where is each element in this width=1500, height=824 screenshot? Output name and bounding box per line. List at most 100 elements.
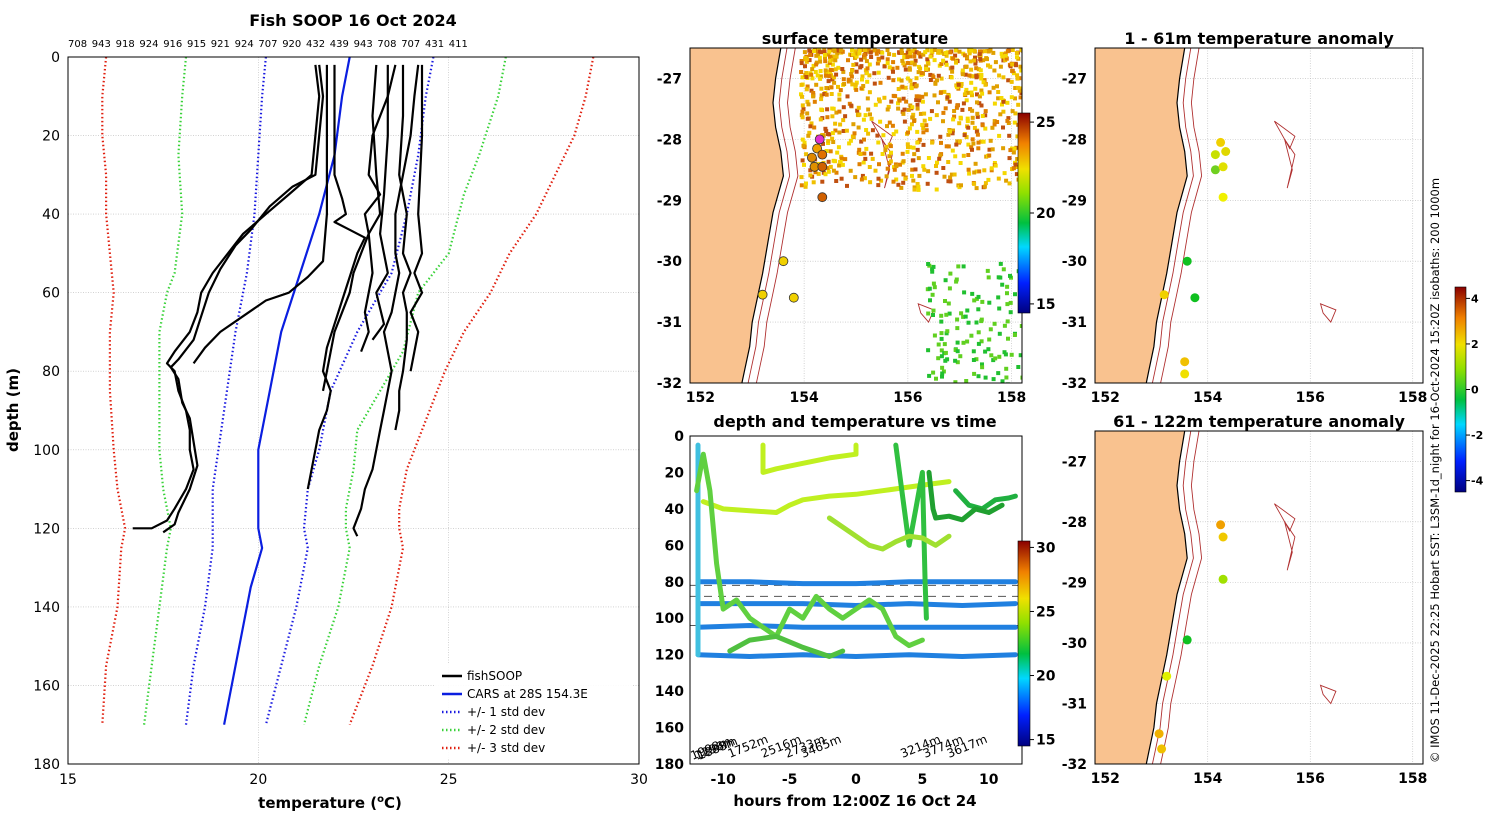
map-seamount-isobath — [1284, 521, 1296, 571]
sst-pixel — [963, 72, 968, 77]
depth-time-ytick-label: 140 — [655, 684, 684, 700]
sst-pixel — [991, 377, 996, 382]
sst-pixel — [814, 82, 819, 87]
map-station-marker — [814, 134, 825, 145]
sst-pixel — [966, 167, 971, 172]
depth-time-track — [695, 579, 1018, 587]
sst-pixel — [980, 114, 985, 118]
sst-pixel — [858, 65, 863, 70]
profile-fishsoop-trace — [132, 64, 321, 530]
sst-pixel — [855, 108, 860, 113]
sst-pixel — [928, 54, 933, 59]
sst-pixel — [912, 187, 917, 192]
sst-pixel — [924, 66, 929, 71]
sst-pixel — [822, 49, 827, 54]
sst-pixel — [996, 295, 1001, 300]
sst-pixel — [854, 80, 859, 85]
sst-pixel — [973, 55, 977, 60]
sst-pixel — [1018, 353, 1022, 358]
sst-pixel — [821, 141, 825, 146]
map-xtick-label: 154 — [790, 390, 819, 406]
sst-pixel — [867, 165, 872, 169]
sst-pixel — [912, 54, 917, 59]
profile-ytick-label: 80 — [42, 364, 60, 380]
sst-pixel — [932, 58, 937, 63]
sst-pixel — [903, 53, 908, 57]
sst-pixel — [878, 119, 883, 124]
profile-ytick-label: 140 — [33, 600, 60, 616]
sst-pixel — [854, 54, 859, 59]
sst-pixel — [944, 144, 949, 149]
sst-pixel — [1013, 86, 1018, 90]
sst-pixel — [830, 136, 835, 141]
sst-pixel — [823, 126, 828, 131]
sst-pixel — [877, 162, 881, 167]
sst-pixel — [910, 60, 915, 65]
sst-pixel — [966, 320, 971, 325]
sst-pixel — [960, 68, 965, 73]
sst-pixel — [960, 107, 965, 112]
sst-pixel — [811, 63, 816, 68]
sst-pixel — [859, 57, 864, 62]
depth-time-colorbar-label: 20 — [1036, 669, 1056, 685]
sst-pixel — [826, 159, 831, 164]
map-station-marker — [1157, 744, 1167, 754]
sst-pixel — [930, 292, 935, 297]
sst-pixel — [999, 96, 1004, 100]
sst-pixel — [902, 119, 907, 124]
sst-pixel — [948, 179, 953, 184]
sst-pixel — [1000, 282, 1005, 287]
sst-pixel — [982, 184, 987, 189]
sst-pixel — [915, 106, 920, 111]
sst-pixel — [1002, 323, 1007, 328]
sst-pixel — [962, 133, 967, 138]
profile-top-labels: 708 943 918 924 916 915 921 924 707 920 432 439 943 7… — [68, 39, 468, 50]
profile-fishsoop-trace — [371, 64, 389, 341]
sst-pixel — [915, 140, 920, 145]
sst-pixel — [816, 171, 821, 176]
sst-pixel — [801, 143, 806, 148]
sst-pixel — [916, 184, 921, 189]
sst-pixel — [970, 108, 975, 113]
sst-pixel — [930, 269, 935, 274]
sst-pixel — [976, 330, 981, 335]
sst-pixel — [978, 139, 983, 144]
sst-pixel — [880, 55, 885, 60]
map-xtick-label: 158 — [1398, 390, 1427, 406]
sst-pixel — [943, 106, 948, 111]
sst-pixel — [955, 317, 960, 322]
sst-pixel — [936, 356, 941, 361]
depth-time-track — [695, 652, 1018, 659]
sst-pixel — [922, 111, 927, 116]
sst-pixel — [801, 107, 806, 111]
sst-pixel — [849, 103, 854, 108]
sst-pixel — [971, 358, 976, 362]
sst-pixel — [988, 327, 993, 332]
sst-pixel — [931, 264, 936, 269]
depth-time-track — [700, 479, 952, 515]
sst-pixel — [885, 61, 890, 66]
sst-pixel — [1008, 300, 1013, 305]
map-station-marker — [1180, 357, 1190, 367]
sst-pixel — [802, 140, 807, 145]
sst-pixel — [991, 85, 996, 90]
profile-legend-label: +/- 3 std dev — [467, 741, 545, 755]
sst-pixel — [977, 101, 982, 106]
sst-pixel — [819, 107, 824, 112]
sst-pixel — [980, 49, 984, 54]
sst-pixel — [876, 183, 881, 188]
sst-pixel — [955, 326, 960, 331]
map-ytick-label: -29 — [657, 193, 682, 209]
sst-pixel — [805, 99, 810, 104]
sst-pixel — [941, 58, 946, 63]
sst-pixel — [979, 73, 984, 77]
sst-pixel — [862, 176, 867, 181]
sst-pixel — [929, 48, 934, 53]
sst-pixel — [1018, 95, 1022, 100]
sst-pixel — [925, 181, 930, 186]
sst-pixel — [806, 102, 811, 107]
sst-pixel — [915, 182, 920, 186]
sst-pixel — [928, 78, 933, 82]
profile-fishsoop-trace — [360, 64, 382, 352]
profile-top-label: 920 — [282, 39, 301, 50]
